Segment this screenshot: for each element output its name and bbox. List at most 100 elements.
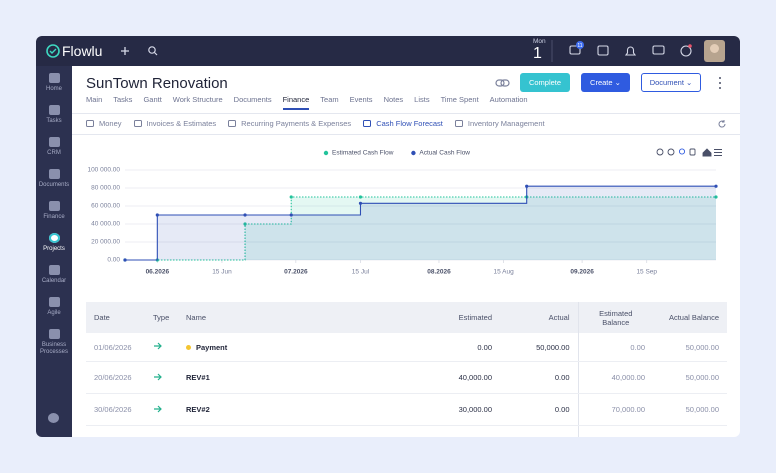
sidebar-item[interactable]: Business Processes — [36, 329, 72, 356]
app-window: 11 Flowlu Mon 1 Home Tasks CRM Documents Fin… — [36, 36, 740, 437]
sidebar-item[interactable]: Agile — [36, 297, 72, 317]
subtab[interactable]: Inventory Management — [454, 119, 545, 128]
tab[interactable]: Main — [86, 95, 103, 104]
tab[interactable]: Lists — [414, 95, 430, 104]
more-button[interactable] — [717, 76, 723, 90]
income-arrow — [154, 373, 162, 380]
legend-label[interactable]: Actual Cash Flow — [419, 150, 470, 157]
type-icon — [154, 373, 162, 380]
subtab[interactable]: Money — [86, 119, 122, 128]
table-row[interactable]: 15/07/2026 Payment0.0013,000.0070,000.006… — [86, 425, 727, 437]
dot — [719, 82, 721, 84]
copy-link-button[interactable] — [495, 77, 511, 89]
create-button[interactable]: Create ⌄ — [581, 73, 630, 92]
subtab[interactable]: Cash Flow Forecast — [363, 119, 443, 128]
y-tick-label: 80 000.00 — [91, 185, 120, 192]
tab[interactable]: Work Structure — [172, 95, 223, 104]
legend-label[interactable]: Estimated Cash Flow — [332, 150, 394, 157]
point — [358, 195, 363, 199]
subtab-label: Money — [99, 119, 122, 128]
link-icon — [500, 79, 510, 87]
tab[interactable]: Documents — [233, 95, 272, 104]
sidebar-item[interactable]: CRM — [36, 137, 72, 157]
add-button[interactable] — [121, 47, 129, 55]
legend-marker — [323, 150, 329, 156]
subtab-label: Inventory Management — [467, 119, 545, 128]
zoom-select[interactable] — [678, 148, 686, 155]
point — [243, 222, 247, 226]
divider — [72, 134, 740, 135]
sidebar-item[interactable]: Finance — [36, 201, 72, 221]
notifications-button[interactable] — [624, 46, 637, 56]
column-header: Estimated Balance — [577, 302, 653, 333]
actual-cell: 0.00 — [500, 393, 578, 426]
x-tick-label: 15 Aug — [493, 269, 514, 276]
tab[interactable]: Events — [349, 95, 373, 104]
table-row[interactable]: 01/06/2026 Payment 0.00 50,000.00 0.00 50,000… — [86, 333, 727, 362]
inbox-button[interactable] — [569, 45, 581, 55]
name-text: REV#2 — [186, 405, 210, 414]
sidebar-label: Agile — [47, 310, 61, 316]
type-cell — [145, 333, 178, 362]
subtab-label: Invoices & Estimates — [146, 119, 217, 128]
actual-balance-cell: 63,000.00 — [653, 425, 727, 437]
estimated-cell: 0.00 — [420, 333, 500, 362]
avatar-face — [710, 44, 719, 53]
reset-zoom[interactable] — [702, 148, 712, 157]
tab[interactable]: Time Spent — [440, 95, 479, 104]
actual-cell: 0.00 — [500, 361, 578, 394]
logo-text: Flowlu — [62, 43, 103, 59]
create-label: Create — [590, 78, 613, 87]
pan[interactable] — [689, 148, 696, 156]
document-button[interactable]: Document ⌄ — [641, 73, 701, 92]
line — [125, 185, 716, 261]
sidebar-item[interactable]: Home — [36, 73, 72, 93]
tab[interactable]: Automation — [489, 95, 528, 104]
x-tick-label: 15 Sep — [636, 269, 657, 276]
column-header: Date — [86, 302, 145, 333]
zoom-out[interactable] — [667, 148, 675, 156]
income-arrow — [154, 342, 162, 350]
subtab[interactable]: Invoices & Estimates — [133, 119, 217, 128]
name-text: REV#1 — [186, 373, 210, 382]
search-button[interactable] — [148, 46, 156, 54]
complete-button[interactable]: Complete — [520, 73, 570, 92]
badge — [576, 41, 584, 49]
tab[interactable]: Finance — [282, 95, 310, 110]
notes-button[interactable] — [597, 45, 609, 56]
refresh-button[interactable] — [717, 119, 727, 129]
chart-menu[interactable] — [714, 149, 722, 156]
dot — [719, 77, 721, 79]
content: SunTown Renovation Complete Create ⌄ Doc… — [72, 66, 740, 437]
chat-button[interactable] — [652, 45, 665, 55]
sidebar-item[interactable]: Tasks — [36, 105, 72, 125]
table-row[interactable]: 30/06/2026 REV#2 30,000.00 0.00 70,000.00 50,… — [86, 393, 727, 426]
table-row[interactable]: 20/06/2026 REV#1 40,000.00 0.00 40,000.00 50,… — [86, 361, 727, 394]
help-dot — [688, 44, 692, 48]
type-cell — [145, 393, 178, 426]
sidebar-icon — [48, 201, 60, 211]
help-button[interactable] — [680, 45, 692, 57]
tab[interactable]: Gantt — [143, 95, 162, 104]
point — [714, 184, 718, 188]
estimated-cell: 0.00 — [420, 425, 500, 437]
sidebar-item[interactable]: Documents — [36, 169, 72, 189]
sidebar-item[interactable]: Projects — [36, 233, 72, 253]
tab[interactable]: Tasks — [113, 95, 133, 104]
column-header: Type — [145, 302, 178, 333]
tab[interactable]: Team — [320, 95, 339, 104]
area — [125, 186, 716, 260]
point — [289, 213, 293, 217]
subtab[interactable]: Recurring Payments & Expenses — [228, 119, 351, 128]
actual-balance-cell: 50,000.00 — [653, 333, 727, 362]
tab[interactable]: Notes — [383, 95, 404, 104]
area — [125, 197, 716, 260]
sidebar-label: Tasks — [46, 118, 62, 124]
sidebar-icon — [48, 329, 60, 339]
zoom-in[interactable] — [656, 148, 664, 156]
subtabs: Money Invoices & Estimates Recurring Payme… — [86, 119, 545, 128]
sidebar-item[interactable]: Calendar — [36, 265, 72, 285]
column-header: Actual Balance — [653, 302, 727, 333]
point — [525, 184, 529, 188]
